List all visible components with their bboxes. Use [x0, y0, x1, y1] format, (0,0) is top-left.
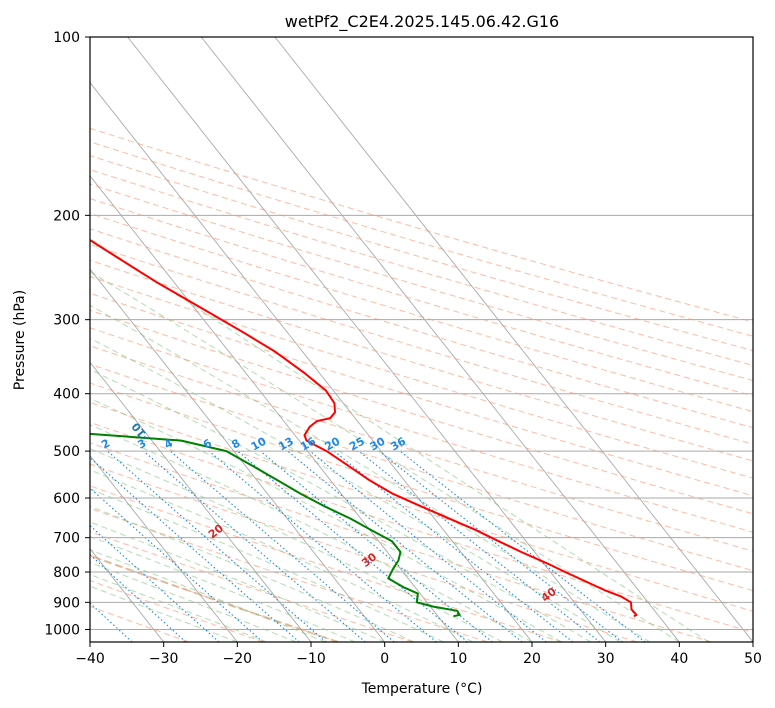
mixing-ratio-line [309, 450, 547, 642]
dry-adiabat-line [90, 141, 753, 337]
temperature-profile [90, 238, 638, 618]
x-axis-label: Temperature (°C) [361, 681, 483, 697]
dry-adiabat-line [90, 485, 563, 642]
dry-adiabat-line [90, 327, 753, 533]
isobar-grid [90, 37, 753, 630]
mixing-ratio-line [399, 450, 646, 642]
mixing-ratio-line [333, 450, 574, 642]
x-tick-label: −30 [149, 651, 179, 667]
dry-adiabat-line [90, 555, 339, 642]
mixing-ratio-line [287, 450, 523, 642]
x-tick-label: 10 [449, 651, 467, 667]
x-tick-label: 20 [523, 651, 541, 667]
moist-adiabat-line [90, 304, 651, 642]
mixing-ratio-line [237, 450, 468, 642]
plot-frame [89, 36, 754, 643]
mixing-ratio-label: 1.5 [69, 434, 92, 455]
isotherm-line [90, 361, 312, 642]
moist-adiabat-line [90, 549, 326, 642]
y-tick-label: 500 [53, 444, 80, 460]
mixing-ratio-line [208, 450, 437, 642]
mixing-ratio-line [260, 450, 493, 642]
y-tick-label: 800 [53, 565, 80, 581]
mixing-ratio-lines [90, 450, 646, 642]
y-tick-label: 200 [53, 208, 80, 224]
moist-adiabat-line [90, 535, 356, 642]
isotherm-line [127, 37, 607, 642]
chart-title: wetPf2_C2E4.2025.145.06.42.G16 [285, 12, 559, 32]
isotherm-grid [90, 37, 753, 642]
isotherm-line [90, 81, 533, 642]
y-tick-label: 300 [53, 313, 80, 329]
isotherm-line [90, 268, 386, 642]
isotherm-line [274, 37, 753, 642]
moist-adiabat-line [90, 561, 297, 642]
x-tick-label: 50 [744, 651, 762, 667]
dry-adiabat-line [90, 382, 753, 592]
mixing-ratio-line [169, 450, 395, 642]
moist-adiabat-line [90, 505, 415, 642]
dry-adiabat-line [90, 401, 753, 612]
mixing-ratio-line [90, 553, 187, 642]
x-tick-label: 30 [597, 651, 615, 667]
x-tick-label: 40 [670, 651, 688, 667]
moist-adiabat-line [90, 424, 533, 642]
mixing-ratio-line [107, 450, 327, 642]
dry-adiabat-line [90, 155, 753, 352]
y-tick-label: 100 [53, 30, 80, 46]
y-axis-label: Pressure (hPa) [12, 290, 28, 390]
dry-adiabat-line [90, 345, 753, 552]
y-tick-label: 400 [53, 387, 80, 403]
dry-adiabat-label: 10 [72, 498, 92, 518]
moist-adiabat-line [90, 469, 474, 642]
dry-adiabat-line [90, 183, 753, 382]
isotherm-line [200, 37, 680, 642]
x-tick-label: −40 [75, 651, 105, 667]
mixing-ratio-line [90, 524, 220, 642]
x-tick-label: −10 [296, 651, 326, 667]
x-tick-label: 0 [380, 651, 389, 667]
axes: −40 −30 −20 −10 0 10 20 30 40 50 100 200 300 400 500 60… [44, 30, 762, 667]
y-tick-label: 600 [53, 491, 80, 507]
moist-adiabat-line [90, 448, 503, 642]
isotherm-line [90, 175, 459, 642]
mixing-ratio-line [143, 450, 366, 642]
dry-adiabat-line [90, 276, 753, 479]
dewpoint-profile [90, 432, 461, 618]
y-tick-label: 1000 [44, 622, 80, 638]
moist-adiabat-line [90, 337, 621, 642]
dry-adiabat-line [90, 463, 638, 642]
isotherm-line [90, 454, 238, 642]
dry-adiabat-line [90, 228, 753, 429]
dry-adiabat-line [90, 309, 753, 515]
y-tick-label: 900 [53, 595, 80, 611]
dry-adiabat-line [90, 531, 414, 642]
dry-adiabat-line [90, 212, 753, 413]
y-tick-label: 700 [53, 531, 80, 547]
x-tick-label: −20 [223, 651, 253, 667]
sounding-series [90, 238, 638, 618]
moist-adiabat-line [90, 368, 592, 642]
